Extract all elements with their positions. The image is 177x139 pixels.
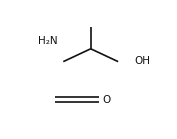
Text: H₂N: H₂N bbox=[38, 36, 58, 46]
Text: O: O bbox=[102, 95, 111, 105]
Text: OH: OH bbox=[134, 56, 150, 66]
